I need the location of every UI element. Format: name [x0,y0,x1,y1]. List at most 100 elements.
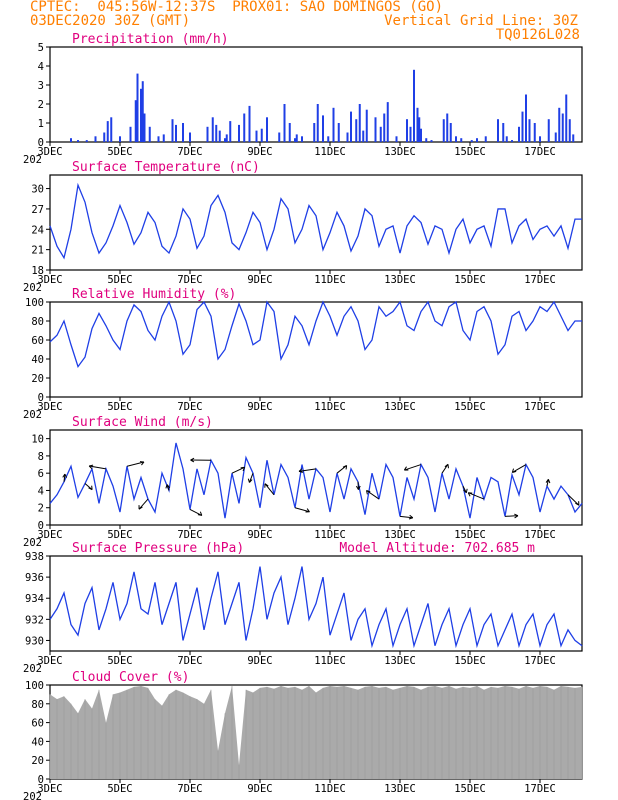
precip-bar [322,115,324,142]
precip-bar [94,136,97,142]
precip-bar [243,113,246,142]
rh-xtick-label: 13DEC [384,401,416,413]
temp-xtick-label: 3DEC [37,274,62,286]
wind-arrow-head [408,517,413,520]
rh-xtick-label: 17DEC [524,401,556,413]
cloud-xtick-label: 11DEC [314,783,346,795]
wind-arrow-shaft [366,490,380,500]
rh-ytick-label: 60 [31,335,44,347]
precip-xtick-label: 17DEC [524,146,556,158]
pres-xtick-label: 13DEC [384,655,416,667]
wind-arrow-head [88,487,93,491]
precip-bar [539,136,541,142]
rh-xtick-label: 15DEC [454,401,486,413]
precip-xtick-label: 13DEC [384,146,416,158]
precip-bar [430,140,433,142]
wind-frame [49,429,583,526]
wind-arrow-head [249,479,253,483]
wind-arrow-shaft [126,461,145,467]
pres-series-line [49,566,583,649]
temp-ytick-label: 27 [31,204,44,216]
precip-bar [561,113,564,142]
precip-bar [283,104,286,142]
precip-bar [119,136,121,142]
wind-arrow-head [465,488,468,493]
precip-xtick-label: 3DEC [37,146,62,158]
precip-bar [346,132,349,142]
wind-arrow-shaft [294,507,310,513]
temp-xtick-label: 15DEC [454,274,486,286]
wind-arrow-head [62,473,66,478]
wind-arrow-head [511,468,515,473]
wind-arrow-head [166,484,171,488]
wind-arrow-head [463,489,467,494]
temp-xtick-label: 7DEC [177,274,202,286]
precip-bar [484,136,487,142]
precip-title: Precipitation (mm/h) [72,32,229,47]
wind-arrow-head [190,459,195,463]
precip-bar [425,138,428,142]
precip-bar [225,134,228,142]
temp-frame [49,174,583,271]
precip-bar [386,102,389,142]
wind-arrow-head [141,461,145,466]
precip-bar [278,132,281,142]
temp-xtick-label: 11DEC [314,274,346,286]
precip-bar [316,104,319,142]
precip-bar [446,113,449,142]
precip-bar [129,126,132,142]
cloud-xtick-label: 7DEC [177,783,202,795]
wind-arrow-shaft [336,465,347,474]
precip-bar [554,132,557,142]
wind-arrow-head [575,502,580,506]
rh-xtick-label: 3DEC [37,401,62,413]
wind-xtick-label: 5DEC [107,529,132,541]
wind-arrow-head [89,464,94,467]
precip-bar [409,126,412,142]
precip-frame [49,46,583,143]
precip-bar [420,128,422,142]
wind-arrow-head [64,473,68,478]
wind-arrow-head [242,467,246,472]
rh-ytick-label: 100 [25,297,44,309]
pres-title: Surface Pressure (hPa) [72,541,244,556]
wind-arrow-shaft [441,464,449,474]
cloud-xtick-label: 15DEC [454,783,486,795]
wind-arrow-shaft [298,468,317,472]
wind-arrow-head [199,511,203,516]
precip-bar [294,138,296,142]
precip-bar [572,134,575,142]
temp-xtick-year: 202 [23,282,42,294]
precip-bar [470,140,473,142]
precip-bar [327,136,330,142]
wind-arrow-head [264,483,269,487]
precip-bar [266,117,268,142]
precip-bar [229,121,232,142]
precip-bar [110,117,113,142]
precip-bar [140,88,142,142]
precip-bar [502,123,505,142]
wind-ytick-label: 6 [38,468,44,480]
precip-bar [547,119,550,142]
precip-bar [518,126,520,142]
pres-subtitle: Model Altitude: 702.685 m [339,541,535,556]
precip-bar [558,107,561,142]
wind-arrow-head [306,508,310,513]
wind-arrow-head [366,490,368,495]
wind-arrow-head [197,514,202,516]
temp-ytick-label: 24 [31,224,44,236]
precip-bar [565,94,568,142]
pres-xtick-label: 15DEC [454,655,486,667]
temp-ytick-label: 18 [31,265,44,277]
temp-xtick-label: 17DEC [524,274,556,286]
precip-bar [70,138,72,142]
precip-ytick-label: 5 [38,42,44,54]
rh-xtick-year: 202 [23,409,42,421]
rh-ytick-label: 0 [38,392,44,404]
rh-xtick-label: 11DEC [314,401,346,413]
cloud-xtick-label: 5DEC [107,783,132,795]
rh-series-line [49,300,582,369]
wind-arrow-head [88,465,93,470]
wind-arrow-head [403,466,407,471]
